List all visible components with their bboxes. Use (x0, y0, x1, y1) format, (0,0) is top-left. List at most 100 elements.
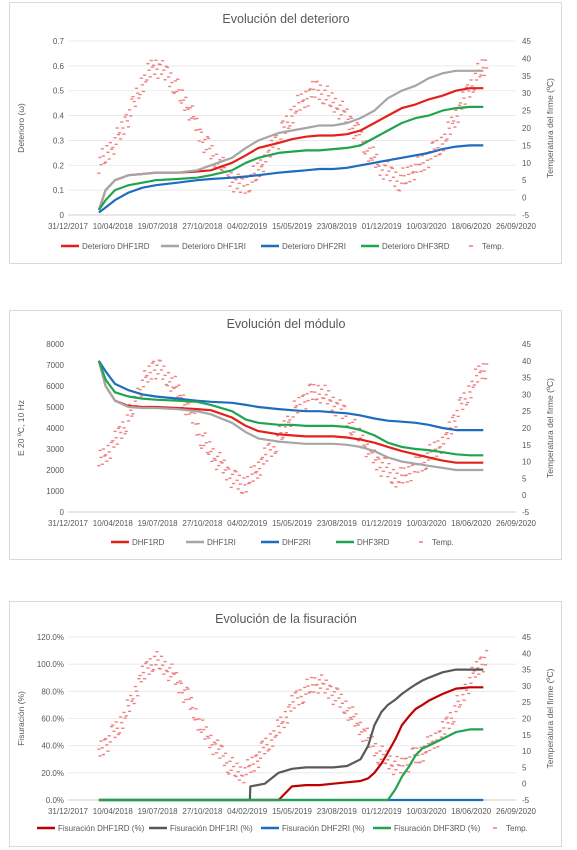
y2-tick-label: 5 (522, 763, 527, 772)
x-tick-label: 04/02/2019 (227, 807, 268, 816)
x-tick-label: 26/09/2020 (496, 807, 537, 816)
x-tick-label: 15/05/2019 (272, 807, 313, 816)
x-tick-label: 31/12/2017 (48, 807, 89, 816)
y-tick-label: 2000 (46, 466, 64, 475)
y-tick-label: 0.0% (46, 796, 64, 805)
y2-tick-label: -5 (522, 796, 530, 805)
y2-tick-label: 15 (522, 141, 531, 150)
legend-item: Fisuración DHF2RI (%) (261, 824, 365, 833)
y2-tick-label: 45 (522, 340, 531, 349)
y2-tick-label: 15 (522, 441, 531, 450)
x-tick-label: 10/03/2020 (406, 222, 447, 231)
chart-title: Evolución del módulo (227, 317, 346, 331)
y2-tick-label: 20 (522, 715, 531, 724)
y2-axis-title: Temperatura del firme (ºC) (545, 78, 555, 178)
legend-item: DHF1RD (111, 538, 165, 547)
legend-item: Deterioro DHF3RD (361, 242, 450, 251)
series-line (97, 87, 484, 211)
x-tick-label: 01/12/2019 (362, 222, 403, 231)
x-tick-label: 23/08/2019 (317, 519, 358, 528)
x-tick-label: 18/06/2020 (451, 222, 492, 231)
x-tick-label: 10/04/2018 (93, 519, 134, 528)
x-tick-label: 31/12/2017 (48, 222, 89, 231)
temperature-scatter (97, 649, 489, 784)
x-tick-label: 23/08/2019 (317, 807, 358, 816)
y2-tick-label: 35 (522, 666, 531, 675)
y-tick-label: 4000 (46, 424, 64, 433)
y2-tick-label: 5 (522, 176, 527, 185)
chart-fisuracion: Evolución de la fisuración 0.0% 20.0% 40.0%… (9, 601, 562, 847)
y2-tick-label: 40 (522, 54, 531, 63)
legend-item: Deterioro DHF1RI (161, 242, 246, 251)
y-tick-label: 120.0% (37, 633, 64, 642)
y-tick-label: 0 (60, 508, 65, 517)
series-line (97, 69, 484, 211)
chart-modulo: Evolución del módulo 0 1000 2000 3000 4000 500… (9, 310, 562, 560)
y-tick-label: 7000 (46, 361, 64, 370)
x-tick-label: 18/06/2020 (451, 807, 492, 816)
x-tick-label: 01/12/2019 (362, 807, 403, 816)
y2-tick-label: 25 (522, 107, 531, 116)
y-tick-label: 0.7 (53, 37, 65, 46)
series-line (98, 144, 484, 214)
chart-fisuracion-svg: Evolución de la fisuración 0.0% 20.0% 40.0%… (16, 612, 555, 833)
legend-item: DHF2RI (261, 538, 311, 547)
y2-tick-label: 0 (522, 780, 527, 789)
legend-label: Temp. (432, 538, 454, 547)
series-line (97, 360, 484, 457)
y-tick-label: 0.1 (53, 186, 65, 195)
series-line (98, 728, 484, 802)
y-tick-label: 0.5 (53, 87, 65, 96)
y2-tick-label: 45 (522, 633, 531, 642)
y-tick-label: 1000 (46, 487, 64, 496)
y-axis-title: Fisuración (%) (16, 691, 26, 746)
legend-label: Deterioro DHF2RI (282, 242, 346, 251)
x-tick-label: 01/12/2019 (362, 519, 403, 528)
y-tick-label: 6000 (46, 382, 64, 391)
chart-modulo-svg: Evolución del módulo01000200030004000500… (16, 317, 555, 547)
legend-label: DHF2RI (282, 538, 311, 547)
chart-deterioro: Evolución del deterioro 0 0.1 0.2 0.3 0.4 0.5 0… (9, 2, 562, 264)
y-tick-label: 8000 (46, 340, 64, 349)
temperature-scatter (97, 359, 489, 494)
y2-tick-label: -5 (522, 508, 530, 517)
x-tick-label: 15/05/2019 (272, 222, 313, 231)
y2-tick-label: 0 (522, 194, 527, 203)
legend-item: Fisuración DHF1RI (%) (149, 824, 253, 833)
legend-label: Deterioro DHF1RD (82, 242, 150, 251)
y2-tick-label: 25 (522, 407, 531, 416)
y-tick-label: 0.6 (53, 62, 65, 71)
chart-title: Evolución del deterioro (222, 12, 349, 26)
y-tick-label: 0.4 (53, 112, 65, 121)
y-tick-label: 0 (60, 211, 65, 220)
legend-item: Deterioro DHF2RI (261, 242, 346, 251)
legend-label: DHF1RI (207, 538, 236, 547)
legend-label: Fisuración DHF3RD (%) (394, 824, 481, 833)
y2-tick-label: 45 (522, 37, 531, 46)
y2-tick-label: 40 (522, 649, 531, 658)
y2-tick-label: 5 (522, 474, 527, 483)
y2-tick-label: 20 (522, 124, 531, 133)
x-tick-label: 04/02/2019 (227, 519, 268, 528)
legend-item: Fisuración DHF1RD (%) (37, 824, 145, 833)
y2-tick-label: 15 (522, 731, 531, 740)
y2-tick-label: 40 (522, 357, 531, 366)
series-line (97, 360, 484, 464)
legend-label: DHF3RD (357, 538, 390, 547)
y-axis-title: Deterioro (ω) (16, 103, 26, 153)
y2-tick-label: 25 (522, 698, 531, 707)
x-tick-label: 10/04/2018 (93, 807, 134, 816)
legend-item: Temp. (469, 242, 504, 251)
legend-label: Temp. (506, 824, 528, 833)
x-tick-label: 19/07/2018 (138, 519, 179, 528)
y-tick-label: 100.0% (37, 660, 64, 669)
x-tick-label: 27/10/2018 (182, 519, 223, 528)
y-tick-label: 60.0% (41, 715, 64, 724)
legend-label: Temp. (482, 242, 504, 251)
y-tick-label: 5000 (46, 403, 64, 412)
x-tick-label: 10/04/2018 (93, 222, 134, 231)
legend-label: Deterioro DHF1RI (182, 242, 246, 251)
x-tick-label: 23/08/2019 (317, 222, 358, 231)
legend-item: Temp. (419, 538, 454, 547)
series-line (97, 105, 484, 211)
